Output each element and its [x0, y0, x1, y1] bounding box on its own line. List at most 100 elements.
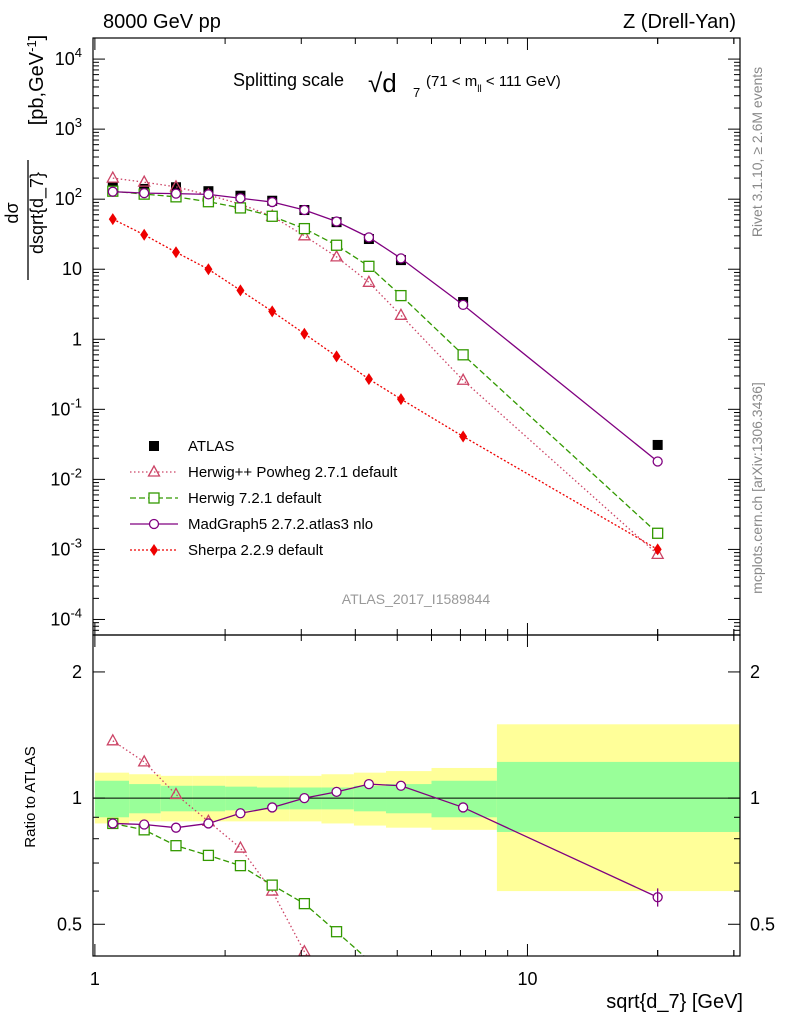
y-tick-label: 103 — [55, 115, 82, 139]
legend-marker-madgraph — [148, 518, 160, 530]
point-sherpa — [300, 327, 309, 340]
ratio-series-layer — [106, 733, 663, 956]
point-madgraph — [331, 216, 342, 227]
xlabel: sqrt{d_7} [GeV] — [606, 991, 743, 1013]
y-tick-label: 10-2 — [50, 465, 82, 489]
legend-entry-herwigpp: Herwig++ Powheg 2.7.1 default — [130, 464, 398, 481]
plot-title: Splitting scale √d 7 (71 < mll < 111 GeV… — [233, 68, 561, 100]
ratio-series-herwigpp — [106, 733, 311, 956]
point-herwig7 — [652, 527, 664, 539]
series-sherpa — [108, 213, 662, 556]
ratio-point-madgraph — [395, 780, 407, 791]
series-herwig7 — [107, 185, 664, 539]
point-data — [652, 439, 663, 450]
ratio-point-madgraph — [235, 808, 246, 819]
point-herwig7 — [363, 260, 375, 272]
analysis-id: ATLAS_2017_I1589844 — [342, 591, 491, 607]
point-sherpa — [396, 393, 405, 406]
ratio-point-madgraph — [363, 778, 375, 790]
point-madgraph — [652, 456, 663, 467]
point-madgraph — [107, 186, 118, 197]
main-series-layer — [106, 170, 665, 560]
series-madgraph — [107, 186, 663, 467]
y-tick-label: 10-4 — [50, 605, 82, 629]
ratio-y-tick-label-right: 1 — [750, 788, 760, 808]
point-herwigpp — [137, 174, 151, 187]
legend-marker-data — [149, 441, 159, 451]
band-inner-bin — [496, 761, 740, 833]
point-herwigpp — [651, 547, 665, 560]
band-inner-bin — [94, 780, 130, 818]
rivet-label: Rivet 3.1.10, ≥ 2.6M events — [749, 67, 765, 237]
ratio-point-herwig7 — [266, 879, 278, 891]
point-herwigpp — [106, 170, 120, 183]
ratio-point-herwigpp — [137, 754, 151, 767]
point-herwigpp — [329, 249, 344, 262]
legend-label-madgraph: MadGraph5 2.7.2.atlas3 nlo — [188, 516, 373, 533]
point-madgraph — [457, 299, 469, 311]
ratio-point-madgraph — [299, 792, 310, 804]
ratio-frame — [92, 634, 741, 957]
ylabel-unit: [pb,GeV-1] — [24, 35, 48, 126]
point-sherpa — [140, 228, 149, 241]
ratio-point-madgraph — [139, 819, 150, 830]
plot-title-subscript: 7 — [413, 85, 420, 100]
point-herwigpp — [456, 372, 470, 385]
ratio-y-tick-label-left: 2 — [72, 662, 82, 682]
ratio-point-madgraph — [203, 818, 214, 829]
y-tick-label: 102 — [55, 185, 82, 209]
ratio-point-herwigpp — [169, 787, 183, 800]
y-tick-label: 104 — [55, 45, 82, 69]
point-sherpa — [268, 305, 277, 318]
ratio-y-tick-label-right: 0.5 — [750, 914, 775, 934]
point-madgraph — [170, 188, 182, 199]
legend-entry-madgraph: MadGraph5 2.7.2.atlas3 nlo — [130, 516, 373, 533]
ratio-point-madgraph — [267, 802, 278, 813]
legend-label-herwigpp: Herwig++ Powheg 2.7.1 default — [188, 464, 398, 481]
point-sherpa — [653, 543, 662, 556]
ratio-point-madgraph — [170, 822, 182, 833]
point-herwigpp — [362, 274, 376, 287]
ratio-point-madgraph — [457, 802, 469, 813]
point-sherpa — [172, 246, 181, 259]
x-tick-label: 1 — [90, 969, 100, 989]
point-data — [171, 182, 182, 193]
ratio-y-tick-label-right: 2 — [750, 662, 760, 682]
point-herwig7 — [298, 222, 311, 235]
main-ylabel: dσ dsqrt{d_7} [pb,GeV-1] — [2, 35, 48, 280]
ratio-ylabel: Ratio to ATLAS — [22, 746, 39, 847]
point-herwig7 — [330, 239, 343, 251]
legend-label-herwig7: Herwig 7.2.1 default — [188, 490, 322, 507]
point-sherpa — [459, 430, 468, 443]
point-herwig7 — [395, 289, 407, 302]
ratio-point-herwig7 — [234, 859, 247, 872]
series-line-sherpa — [112, 218, 658, 550]
point-herwigpp — [297, 228, 311, 241]
point-madgraph — [235, 193, 246, 204]
y-tick-label: 10 — [62, 259, 82, 279]
legend-entry-herwig7: Herwig 7.2.1 default — [130, 490, 322, 507]
point-sherpa — [364, 373, 373, 386]
point-herwigpp — [394, 307, 408, 320]
legend-label-data: ATLAS — [188, 438, 234, 455]
series-line-madgraph — [112, 191, 659, 462]
ratio-point-herwig7 — [170, 840, 182, 852]
collision-label: 8000 GeV pp — [103, 11, 221, 33]
ratio-series-madgraph — [107, 778, 663, 903]
ratio-uncertainty-bands — [93, 724, 740, 892]
series-line-herwig7 — [112, 190, 659, 534]
band-inner-bin — [129, 784, 161, 814]
ratio-point-herwigpp — [106, 733, 120, 746]
point-herwig7 — [457, 349, 469, 361]
point-madgraph — [363, 232, 375, 243]
point-madgraph — [203, 189, 214, 200]
plot-title-text: Splitting scale — [233, 70, 344, 90]
series-data — [107, 181, 663, 450]
y-tick-label: 10-3 — [50, 535, 82, 559]
ylabel-numerator: dσ — [2, 202, 22, 223]
axes-layer: 1 10 10-4 10-3 10-2 10-1 1 10 102 103 104 0.5 0.5 1 1 2… — [50, 37, 775, 989]
ratio-y-tick-label-left: 0.5 — [57, 914, 82, 934]
ratio-line-madgraph — [112, 783, 658, 898]
process-label: Z (Drell-Yan) — [623, 11, 736, 33]
ratio-point-herwigpp — [233, 840, 248, 853]
